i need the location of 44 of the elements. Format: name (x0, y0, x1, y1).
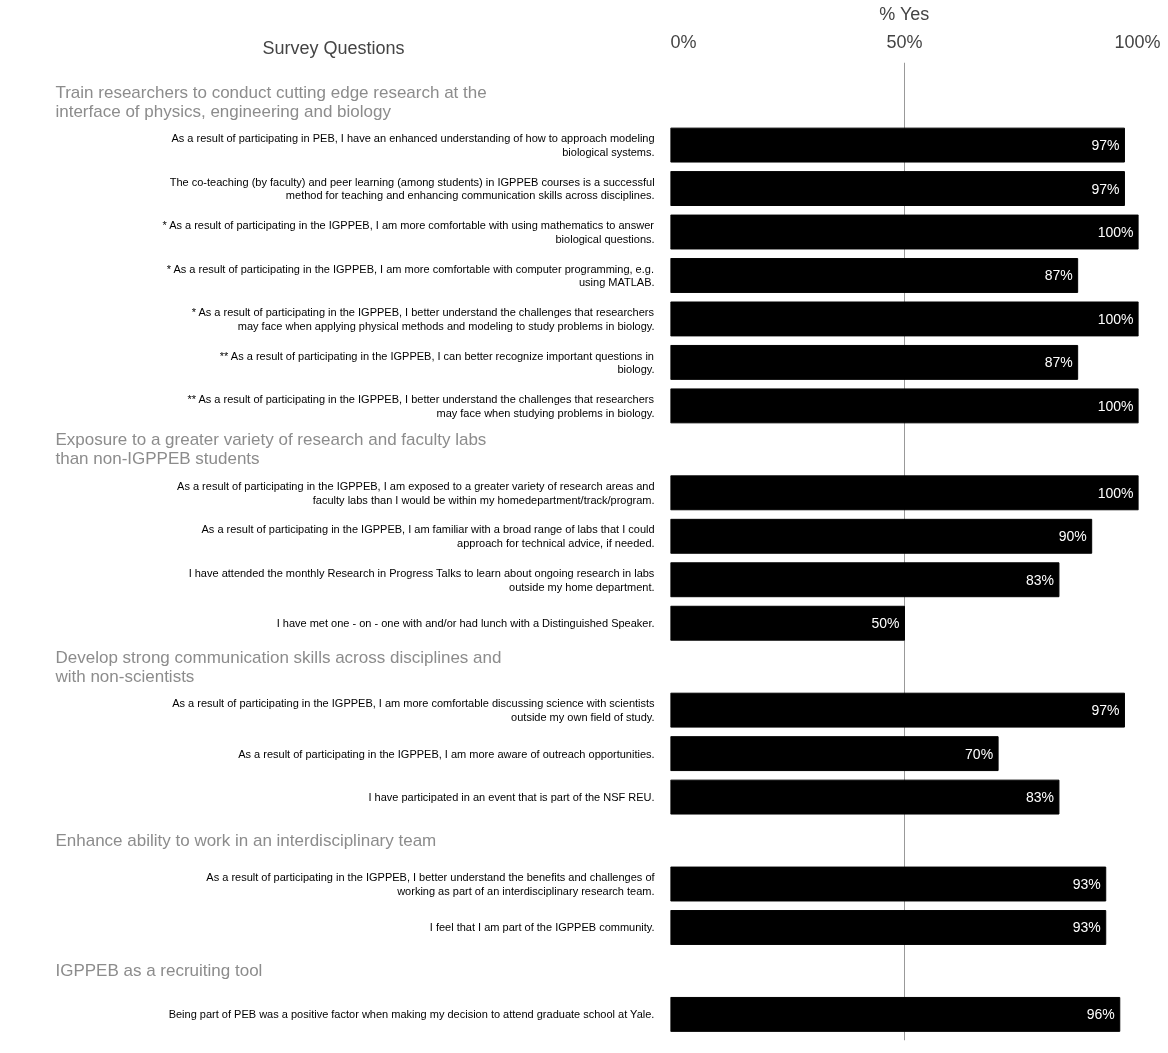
y-tick-label: Being part of PEB was a positive factor when making my decision to attend graduate school at Yale. (168, 1008, 655, 1021)
data-label: 100% (1097, 397, 1134, 414)
y-axis-title: Survey Questions (262, 37, 405, 58)
x-tick-label: 0% (670, 31, 697, 52)
data-label: 83% (1025, 571, 1054, 588)
x-tick-label: 50% (886, 31, 923, 52)
text: Develop strong communication skills across disciplines and with non-scientists (54, 647, 502, 686)
y-tick-label: As a result of participating in the IGPPEB, I better understand the benefits and challenges of working as part of an interdisciplinary research team. (206, 871, 656, 897)
y-tick-label: As a result of participating in the IGPPEB, I am more aware of outreach opportunities. (238, 747, 655, 760)
data-label: 97% (1091, 137, 1120, 154)
y-tick-label: ** As a result of participating in the IGPPEB, I better understand the challenges that researchers may face when studying problems in biology. (187, 392, 655, 419)
data-label: 100% (1097, 224, 1134, 241)
text: Train researchers to conduct cutting edge research at the interface of physics, engineering and biology (55, 82, 487, 121)
y-tick-label: I have attended the monthly Research in Progress Talks to learn about ongoing research in labs outside my home department. (188, 566, 655, 593)
data-label: 50% (871, 615, 900, 632)
data-label: 96% (1086, 1006, 1115, 1023)
data-label: 93% (1072, 876, 1101, 893)
data-label: 100% (1097, 484, 1134, 501)
data-label: 97% (1091, 702, 1120, 719)
data-label: 87% (1044, 267, 1073, 284)
y-tick-label: As a result of participating in the IGPPEB, I am exposed to a greater variety of research areas and faculty labs than I would be within my homedepartment/track/program. (177, 479, 655, 506)
y-tick-label: * As a result of participating in the IGPPEB, I better understand the challenges that researchers may face when applying physical methods and modeling to study problems in biology. (191, 306, 655, 332)
y-tick-label: As a result of participating in the IGPPEB, I am familiar with a broad range of labs that I could approach for technical advice, if needed. (201, 523, 655, 550)
y-tick-label: As a result of participating in PEB, I have an enhanced understanding of how to approach modeling biological systems. (171, 132, 655, 158)
x-axis-title: % Yes (879, 3, 930, 24)
data-label: 100% (1097, 310, 1134, 327)
y-tick-label: ** As a result of participating in the IGPPEB, I can better recognize important questions in biology. (219, 349, 655, 376)
y-tick-label: * As a result of participating in the IGPPEB, I am more comfortable with using mathematics to answer biological questions. (162, 219, 655, 245)
x-tick-label: 100% (1114, 31, 1161, 52)
data-label: 83% (1025, 789, 1054, 806)
data-label: 93% (1072, 919, 1101, 936)
text: IGPPEB as a recruiting tool (55, 961, 263, 981)
y-tick-label: As a result of participating in the IGPPEB, I am more comfortable discussing science with scientists outside my own field of study. (172, 697, 656, 724)
data-label: 97% (1091, 180, 1120, 197)
y-tick-label: I have met one - on - one with and/or had lunch with a Distinguished Speaker. (276, 617, 655, 630)
y-tick-label: I feel that I am part of the IGPPEB community. (429, 921, 655, 934)
text: Enhance ability to work in an interdisciplinary team (55, 831, 437, 851)
y-tick-label: The co-teaching (by faculty) and peer learning (among students) in IGPPEB courses is a successful method for teaching and enhancing communication skills across disciplines. (169, 175, 655, 202)
text: Exposure to a greater variety of research and faculty labs than non-IGPPEB students (55, 430, 487, 469)
y-tick-label: * As a result of participating in the IGPPEB, I am more comfortable with computer programming, e.g. using MATLAB. (166, 262, 655, 289)
data-label: 70% (965, 745, 994, 762)
data-label: 90% (1058, 528, 1087, 545)
y-tick-label: I have participated in an event that is part of the NSF REU. (368, 791, 655, 804)
data-label: 87% (1044, 354, 1073, 371)
